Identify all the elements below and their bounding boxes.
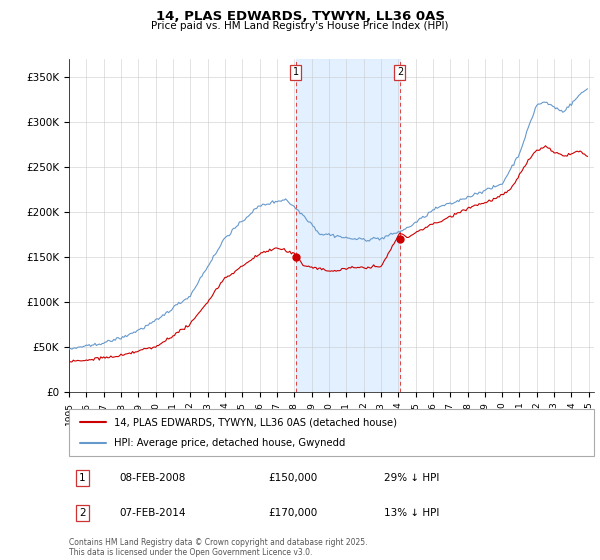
Text: 14, PLAS EDWARDS, TYWYN, LL36 0AS (detached house): 14, PLAS EDWARDS, TYWYN, LL36 0AS (detac… [113, 417, 397, 427]
Text: 1: 1 [79, 473, 85, 483]
Text: £150,000: £150,000 [269, 473, 318, 483]
Text: 14, PLAS EDWARDS, TYWYN, LL36 0AS: 14, PLAS EDWARDS, TYWYN, LL36 0AS [155, 10, 445, 23]
FancyBboxPatch shape [69, 409, 594, 456]
Text: 07-FEB-2014: 07-FEB-2014 [119, 508, 185, 518]
Text: Price paid vs. HM Land Registry's House Price Index (HPI): Price paid vs. HM Land Registry's House … [151, 21, 449, 31]
Text: 1: 1 [293, 67, 299, 77]
Text: 08-FEB-2008: 08-FEB-2008 [119, 473, 185, 483]
Text: £170,000: £170,000 [269, 508, 318, 518]
Text: 2: 2 [397, 67, 403, 77]
Bar [296, 59, 400, 392]
Text: HPI: Average price, detached house, Gwynedd: HPI: Average price, detached house, Gwyn… [113, 438, 345, 448]
Text: 2: 2 [79, 508, 85, 518]
Text: 29% ↓ HPI: 29% ↓ HPI [384, 473, 439, 483]
Text: 13% ↓ HPI: 13% ↓ HPI [384, 508, 439, 518]
Text: Contains HM Land Registry data © Crown copyright and database right 2025.
This d: Contains HM Land Registry data © Crown c… [69, 538, 367, 557]
